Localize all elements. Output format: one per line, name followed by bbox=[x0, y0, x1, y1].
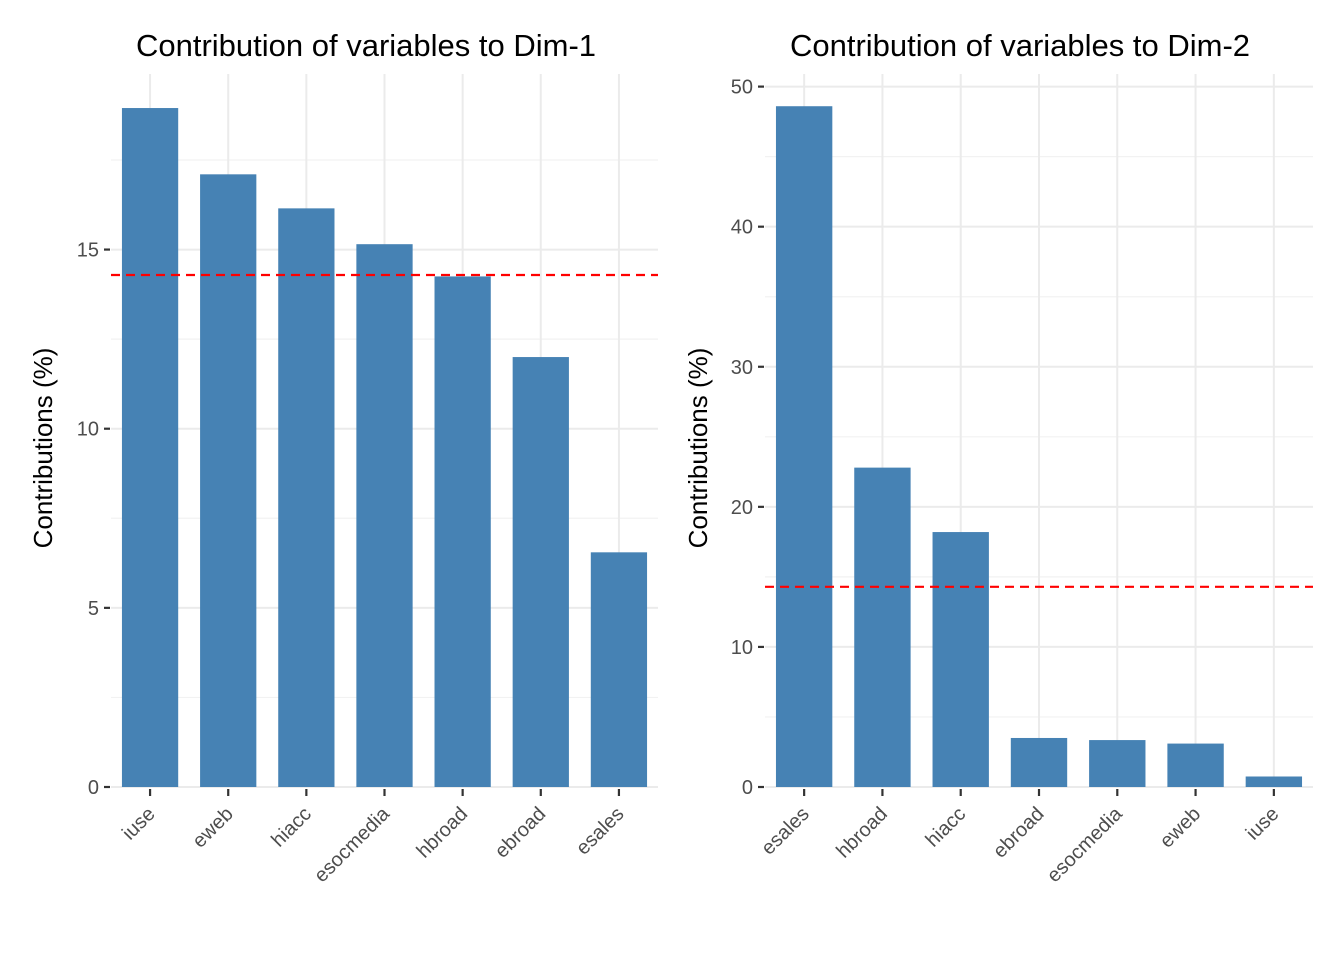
y-tick-label: 5 bbox=[88, 598, 99, 620]
y-tick-label: 10 bbox=[77, 419, 99, 441]
y-tick-label: 40 bbox=[731, 217, 753, 239]
bars bbox=[775, 106, 1303, 787]
bar-ebroad bbox=[512, 357, 569, 787]
y-tick-label: 30 bbox=[731, 357, 753, 379]
bar-esocmedia bbox=[1089, 740, 1146, 787]
bars bbox=[121, 108, 648, 788]
bar-eweb bbox=[1167, 743, 1224, 787]
bar-iuse bbox=[1245, 776, 1303, 787]
chart-title: Contribution of variables to Dim-1 bbox=[136, 28, 596, 63]
bar-ebroad bbox=[1010, 737, 1068, 787]
y-axis-label: Contributions (%) bbox=[28, 348, 58, 549]
y-tick-label: 50 bbox=[731, 77, 753, 99]
y-tick-label: 20 bbox=[731, 497, 753, 519]
bar-esales bbox=[590, 552, 648, 787]
bar-esocmedia bbox=[356, 244, 413, 787]
bar-esales bbox=[775, 106, 833, 787]
y-axis-label: Contributions (%) bbox=[683, 348, 713, 549]
bar-hiacc bbox=[932, 532, 989, 787]
bar-iuse bbox=[121, 108, 179, 787]
bar-eweb bbox=[200, 174, 257, 788]
bar-hbroad bbox=[854, 467, 911, 787]
y-tick-label: 10 bbox=[731, 637, 753, 659]
y-axis-ticks: 0 5 10 15 bbox=[77, 240, 110, 799]
chart-title: Contribution of variables to Dim-2 bbox=[790, 28, 1250, 63]
y-tick-label: 0 bbox=[742, 777, 753, 799]
y-tick-label: 0 bbox=[88, 777, 99, 799]
chart-panel-dim1: Contribution of variables to Dim-1 Contr… bbox=[28, 28, 658, 887]
bar-hiacc bbox=[278, 208, 335, 787]
y-tick-label: 15 bbox=[77, 240, 99, 262]
bar-hbroad bbox=[434, 276, 491, 787]
y-axis-ticks: 0 10 20 30 40 50 bbox=[731, 77, 764, 799]
